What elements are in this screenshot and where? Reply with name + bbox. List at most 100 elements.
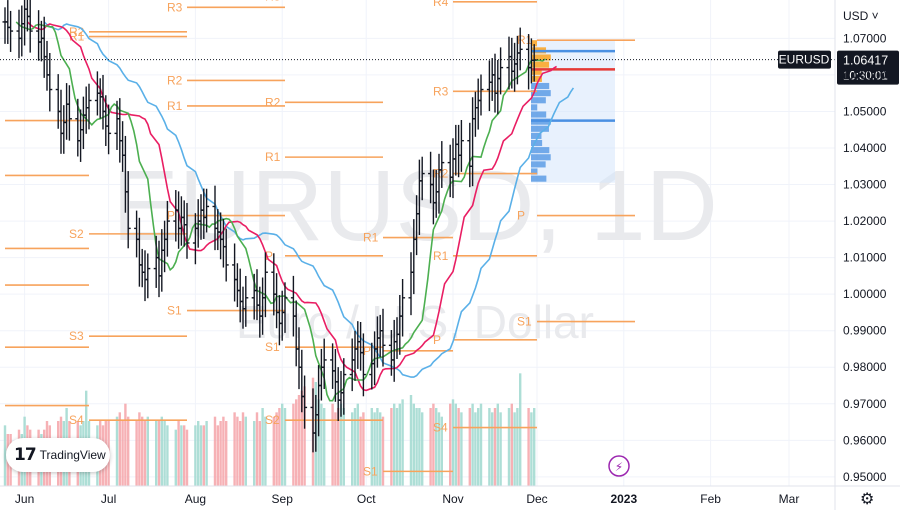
volume-bar: [533, 408, 536, 486]
time-axis-label: Dec: [526, 492, 547, 506]
price-axis-tick: 0.98000: [843, 360, 887, 374]
volume-bar: [356, 403, 359, 486]
volume-bar: [300, 390, 303, 486]
volume-bar: [510, 403, 513, 486]
pivot-label: R1: [363, 231, 379, 245]
volume-bar: [362, 412, 365, 486]
volume-bar: [429, 408, 432, 486]
pivot-label: P: [363, 344, 371, 358]
last-price-line: EURUSD 1.06417 10:30:01: [0, 50, 899, 85]
volume-bar: [440, 416, 443, 486]
volume-bar: [527, 408, 530, 486]
volume-bar: [297, 395, 301, 486]
volume-bar: [454, 403, 457, 486]
pivot-label: S2: [265, 413, 280, 427]
volume-bar: [421, 412, 424, 486]
volume-bar: [241, 412, 245, 486]
volume-bar: [225, 421, 228, 486]
price-bars: [2, 0, 537, 453]
ma-slow-line: [43, 21, 575, 378]
volume-bar: [272, 416, 275, 486]
time-axis-label: Oct: [357, 492, 376, 506]
volume-profile-row: [531, 75, 542, 82]
price-axis-tick: 0.99000: [843, 324, 887, 338]
volume-profile-row: [531, 111, 547, 118]
volume-bar: [513, 412, 516, 486]
moving-averages: [15, 21, 575, 402]
volume-bar: [160, 416, 163, 486]
volume-bar: [412, 403, 415, 486]
pivot-label: R4: [433, 0, 449, 9]
volume-bar: [491, 412, 494, 486]
volume-bar: [359, 416, 362, 486]
pivot-label: S1: [517, 315, 532, 329]
volume-bar: [275, 412, 278, 486]
volume-bar: [138, 412, 141, 486]
volume-bar: [435, 408, 438, 486]
volume-bar: [174, 429, 177, 486]
tradingview-logo-text: TradingView: [39, 448, 106, 462]
settings-gear-icon[interactable]: ⚙: [860, 489, 874, 508]
ma-fast-line: [15, 21, 546, 402]
price-axis-tick: 1.02000: [843, 214, 887, 228]
volume-bar: [393, 403, 396, 486]
price-axis-tick: 1.03000: [843, 178, 887, 192]
volume-bar: [449, 403, 452, 486]
pivot-label: R1: [167, 99, 183, 113]
volume-bar: [339, 403, 343, 486]
volume-bar: [143, 421, 147, 486]
pivot-label: P: [167, 209, 175, 223]
volume-profile-row: [531, 132, 542, 139]
volume-bar: [216, 425, 219, 486]
volume-bar: [477, 408, 480, 486]
event-badge-icon[interactable]: [608, 455, 630, 477]
volume-profile-row: [531, 168, 538, 175]
volume-profile-row: [531, 154, 551, 161]
tradingview-logo[interactable]: 17 TradingView: [6, 438, 110, 472]
price-axis-tick: 1.07000: [843, 31, 887, 45]
volume-bar: [163, 421, 166, 486]
volume-bar: [474, 412, 477, 486]
volume-bar: [379, 412, 382, 486]
volume-profile-row: [531, 40, 537, 47]
volume-bar: [479, 403, 483, 486]
volume-bar: [244, 416, 247, 486]
volume-bar: [303, 386, 306, 486]
volume-bar: [398, 403, 401, 486]
volume-profile-row: [531, 90, 551, 97]
volume-bar: [353, 408, 357, 486]
volume-bar: [460, 412, 463, 486]
volume-bar: [177, 421, 180, 486]
volume-bar: [185, 429, 189, 486]
volume-bar: [390, 408, 393, 486]
tradingview-mark-icon: 17: [14, 445, 37, 465]
volume-bar: [239, 421, 242, 486]
volume-bar: [468, 408, 471, 486]
volume-bar: [258, 421, 261, 486]
volume-bar: [519, 373, 522, 486]
volume-bar: [264, 416, 267, 486]
volume-bar: [118, 412, 121, 486]
volume-bar: [205, 421, 208, 486]
pivot-label: S1: [167, 304, 182, 318]
price-axis: 1.07000 1.06000 1.05000 1.04000 1.03000 1.020…: [834, 0, 887, 510]
pivot-label: P: [517, 209, 525, 223]
price-axis-tick: 1.00000: [843, 287, 887, 301]
volume-bar: [395, 408, 399, 486]
volume-bar: [199, 425, 203, 486]
pivot-label: R3: [433, 84, 449, 98]
volume-profile-row: [531, 82, 550, 90]
volume-bar: [115, 416, 119, 486]
volume-bar: [124, 403, 127, 486]
volume-profile-row: [531, 97, 546, 104]
volume-bar: [202, 425, 205, 486]
volume-profile: [531, 40, 615, 183]
volume-bar: [278, 408, 281, 486]
volume-bar: [451, 399, 455, 486]
currency-selector[interactable]: USD ˅: [843, 9, 879, 23]
volume-bar: [334, 412, 337, 486]
volume-profile-row: [531, 61, 550, 68]
volume-bar: [488, 408, 491, 486]
